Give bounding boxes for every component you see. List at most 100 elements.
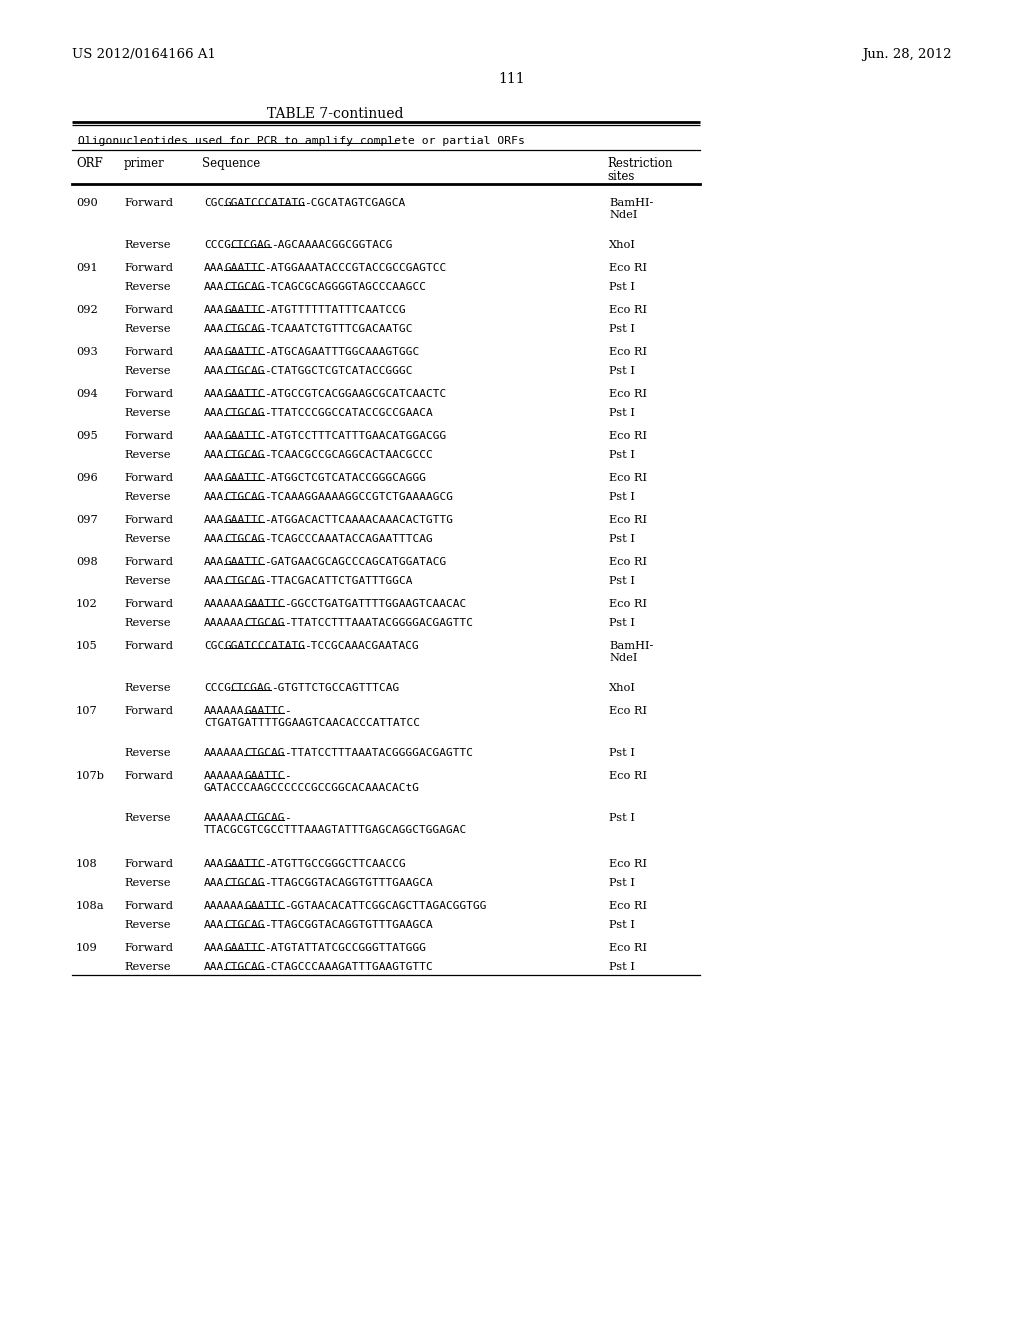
Text: AAAAAA: AAAAAA (204, 618, 245, 628)
Text: -: - (284, 771, 291, 781)
Text: XhoI: XhoI (609, 682, 636, 693)
Text: Pst I: Pst I (609, 408, 635, 418)
Text: -GTGTTCTGCCAGTTTCAG: -GTGTTCTGCCAGTTTCAG (270, 682, 399, 693)
Text: Pst I: Pst I (609, 576, 635, 586)
Text: sites: sites (607, 170, 635, 183)
Text: CTGCAG: CTGCAG (224, 450, 264, 459)
Text: Pst I: Pst I (609, 962, 635, 972)
Text: 102: 102 (76, 599, 97, 609)
Text: Eco RI: Eco RI (609, 557, 647, 568)
Text: AAA: AAA (204, 282, 224, 292)
Text: -GGCCTGATGATTTTGGAAGTCAACAC: -GGCCTGATGATTTTGGAAGTCAACAC (284, 599, 466, 609)
Text: 111: 111 (499, 73, 525, 86)
Text: Forward: Forward (124, 305, 173, 315)
Text: BamHI-: BamHI- (609, 198, 653, 209)
Text: GAATTC: GAATTC (224, 557, 264, 568)
Text: Forward: Forward (124, 473, 173, 483)
Text: GGATCCCATATG: GGATCCCATATG (224, 642, 305, 651)
Text: Eco RI: Eco RI (609, 706, 647, 715)
Text: Forward: Forward (124, 432, 173, 441)
Text: Eco RI: Eco RI (609, 305, 647, 315)
Text: Reverse: Reverse (124, 682, 171, 693)
Text: Forward: Forward (124, 347, 173, 356)
Text: TABLE 7-continued: TABLE 7-continued (266, 107, 403, 121)
Text: AAA: AAA (204, 305, 224, 315)
Text: 108: 108 (76, 859, 97, 869)
Text: 095: 095 (76, 432, 97, 441)
Text: -TTATCCTTTAAATACGGGGACGAGTTC: -TTATCCTTTAAATACGGGGACGAGTTC (284, 618, 473, 628)
Text: Forward: Forward (124, 515, 173, 525)
Text: AAA: AAA (204, 432, 224, 441)
Text: NdeI: NdeI (609, 210, 637, 220)
Text: Reverse: Reverse (124, 492, 171, 502)
Text: GAATTC: GAATTC (224, 432, 264, 441)
Text: AAA: AAA (204, 576, 224, 586)
Text: AAA: AAA (204, 473, 224, 483)
Text: Reverse: Reverse (124, 962, 171, 972)
Text: Pst I: Pst I (609, 748, 635, 758)
Text: Forward: Forward (124, 198, 173, 209)
Text: -CGCATAGTCGAGCA: -CGCATAGTCGAGCA (304, 198, 406, 209)
Text: CTGCAG: CTGCAG (244, 813, 285, 822)
Text: 107b: 107b (76, 771, 105, 781)
Text: CCCG: CCCG (204, 240, 231, 249)
Text: -TTAGCGGTACAGGTGTTTGAAGCA: -TTAGCGGTACAGGTGTTTGAAGCA (264, 920, 433, 931)
Text: -GATGAACGCAGCCCAGCATGGATACG: -GATGAACGCAGCCCAGCATGGATACG (264, 557, 446, 568)
Text: Pst I: Pst I (609, 450, 635, 459)
Text: AAAAAA: AAAAAA (204, 706, 245, 715)
Text: -: - (284, 813, 291, 822)
Text: Pst I: Pst I (609, 535, 635, 544)
Text: Eco RI: Eco RI (609, 902, 647, 911)
Text: AAA: AAA (204, 962, 224, 972)
Text: GAATTC: GAATTC (244, 706, 285, 715)
Text: -ATGCAGAATTTGGCAAAGTGGC: -ATGCAGAATTTGGCAAAGTGGC (264, 347, 420, 356)
Text: XhoI: XhoI (609, 240, 636, 249)
Text: Reverse: Reverse (124, 748, 171, 758)
Text: Pst I: Pst I (609, 366, 635, 376)
Text: Reverse: Reverse (124, 323, 171, 334)
Text: -ATGTATTATCGCCGGGTTATGGG: -ATGTATTATCGCCGGGTTATGGG (264, 942, 426, 953)
Text: CGC: CGC (204, 198, 224, 209)
Text: primer: primer (124, 157, 165, 170)
Text: GAATTC: GAATTC (224, 473, 264, 483)
Text: 090: 090 (76, 198, 97, 209)
Text: GAATTC: GAATTC (224, 515, 264, 525)
Text: -CTAGCCCAAAGATTTGAAGTGTTC: -CTAGCCCAAAGATTTGAAGTGTTC (264, 962, 433, 972)
Text: Pst I: Pst I (609, 282, 635, 292)
Text: Eco RI: Eco RI (609, 432, 647, 441)
Text: 107: 107 (76, 706, 97, 715)
Text: -: - (284, 706, 291, 715)
Text: TTACGCGTCGCCTTTAAAGTATTTGAGCAGGCTGGAGAC: TTACGCGTCGCCTTTAAAGTATTTGAGCAGGCTGGAGAC (204, 825, 467, 836)
Text: 091: 091 (76, 263, 97, 273)
Text: Forward: Forward (124, 902, 173, 911)
Text: CTGCAG: CTGCAG (224, 492, 264, 502)
Text: GAATTC: GAATTC (224, 942, 264, 953)
Text: 098: 098 (76, 557, 97, 568)
Text: -TCAGCCCAAATACCAGAATTTCAG: -TCAGCCCAAATACCAGAATTTCAG (264, 535, 433, 544)
Text: NdeI: NdeI (609, 653, 637, 663)
Text: 105: 105 (76, 642, 97, 651)
Text: CTGCAG: CTGCAG (224, 282, 264, 292)
Text: -TCAACGCCGCAGGCACTAACGCCC: -TCAACGCCGCAGGCACTAACGCCC (264, 450, 433, 459)
Text: -TCAAAGGAAAAGGCCGTCTGAAAAGCG: -TCAAAGGAAAAGGCCGTCTGAAAAGCG (264, 492, 453, 502)
Text: Eco RI: Eco RI (609, 859, 647, 869)
Text: AAAAAA: AAAAAA (204, 748, 245, 758)
Text: Eco RI: Eco RI (609, 599, 647, 609)
Text: CTGCAG: CTGCAG (224, 878, 264, 888)
Text: -TCCGCAAACGAATACG: -TCCGCAAACGAATACG (304, 642, 419, 651)
Text: AAA: AAA (204, 263, 224, 273)
Text: Eco RI: Eco RI (609, 263, 647, 273)
Text: Forward: Forward (124, 642, 173, 651)
Text: -ATGGCTCGTCATACCGGGCAGGG: -ATGGCTCGTCATACCGGGCAGGG (264, 473, 426, 483)
Text: Oligonucleotides used for PCR to amplify complete or partial ORFs: Oligonucleotides used for PCR to amplify… (78, 136, 525, 147)
Text: -ATGTTTTTTATTTCAATCCG: -ATGTTTTTTATTTCAATCCG (264, 305, 406, 315)
Text: Eco RI: Eco RI (609, 515, 647, 525)
Text: Eco RI: Eco RI (609, 771, 647, 781)
Text: Reverse: Reverse (124, 282, 171, 292)
Text: GAATTC: GAATTC (224, 263, 264, 273)
Text: GGATCCCATATG: GGATCCCATATG (224, 198, 305, 209)
Text: -GGTAACACATTCGGCAGCTTAGACGGTGG: -GGTAACACATTCGGCAGCTTAGACGGTGG (284, 902, 486, 911)
Text: CTGATGATTTTGGAAGTCAACACCCATTATCC: CTGATGATTTTGGAAGTCAACACCCATTATCC (204, 718, 420, 729)
Text: Reverse: Reverse (124, 366, 171, 376)
Text: -TTATCCCGGCCATACCGCCGAACA: -TTATCCCGGCCATACCGCCGAACA (264, 408, 433, 418)
